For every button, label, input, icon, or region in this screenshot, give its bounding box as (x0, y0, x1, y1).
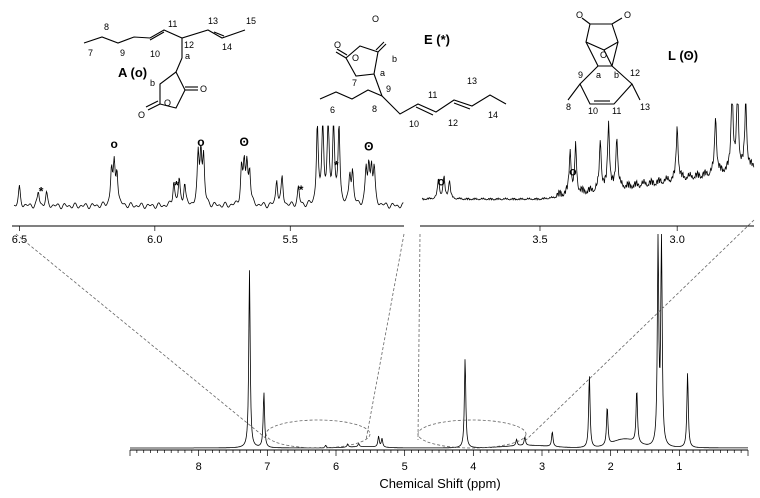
atom-label: O (352, 53, 359, 63)
x-axis-title: Chemical Shift (ppm) (379, 476, 500, 491)
inset-left-tick-label: 6.0 (147, 234, 162, 246)
atom-label: 13 (640, 102, 650, 112)
inset-right-spectrum (421, 103, 755, 201)
inset-left-peak-marker: * (39, 184, 44, 198)
structure-L-labels: 8 9 10 11 12 13 a b O O O L (ʘ) (566, 10, 698, 116)
atom-label: O (200, 84, 207, 94)
atom-label: a (380, 68, 385, 78)
zoom-region-left (265, 419, 371, 449)
atom-label: b (392, 54, 397, 64)
inset-left-peak-marker: ʘ (240, 135, 249, 149)
main-x-tick-label: 4 (470, 461, 476, 473)
atom-label: 10 (150, 49, 160, 59)
inset-left-spectrum (13, 125, 404, 210)
atom-label: 11 (168, 19, 177, 29)
atom-label: 13 (208, 16, 218, 26)
atom-label: 12 (448, 118, 458, 128)
main-x-tick-label: 6 (333, 461, 339, 473)
atom-label: O (576, 10, 583, 20)
inset-right-tick-label: 3.0 (670, 234, 685, 246)
atom-label: O (334, 40, 341, 50)
main-spectrum: 8 7 6 5 4 3 2 1 Chemical Shift (ppm) (15, 219, 755, 491)
zoom-connector (525, 219, 755, 441)
atom-label: 9 (120, 48, 125, 58)
compound-label-A: A (o) (118, 65, 147, 80)
atom-label: 10 (409, 119, 419, 129)
atom-label: a (185, 51, 190, 61)
atom-label: O (372, 14, 379, 24)
structure-A (83, 29, 246, 111)
atom-label: 9 (386, 84, 391, 94)
main-spectrum-line (130, 233, 748, 449)
main-x-tick-label: 5 (402, 461, 408, 473)
inset-left-peak-marker: ʘ (364, 139, 373, 153)
zoom-connector (417, 233, 421, 441)
atom-label: 8 (104, 22, 109, 32)
inset-left: 6.5 6.0 5.5 * o * o ʘ * * ʘ (12, 125, 404, 246)
atom-label: 6 (330, 105, 335, 115)
zoom-connector (15, 233, 269, 441)
main-x-tick-label: 7 (264, 461, 270, 473)
inset-left-peak-marker: o (111, 137, 118, 151)
atom-label: 8 (566, 102, 571, 112)
atom-label: O (164, 98, 171, 108)
structure-E (319, 41, 507, 116)
atom-label: 13 (467, 76, 477, 86)
atom-label: 12 (184, 40, 194, 50)
atom-label: 11 (612, 106, 621, 116)
main-x-tick-label: 2 (608, 461, 614, 473)
atom-label: 9 (578, 70, 583, 80)
atom-label: 10 (588, 106, 598, 116)
atom-label: 14 (222, 42, 232, 52)
inset-right-peak-marker: o (438, 175, 445, 189)
atom-label: 7 (352, 78, 357, 88)
atom-label: O (624, 10, 631, 20)
inset-left-tick-label: 5.5 (283, 234, 298, 246)
inset-left-peak-marker: * (299, 183, 304, 197)
zoom-region-right (417, 419, 527, 449)
compound-label-E: E (*) (424, 32, 450, 47)
atom-label: b (150, 78, 155, 88)
inset-right-peak-marker: o (569, 165, 576, 179)
atom-label: b (614, 70, 619, 80)
atom-label: O (600, 50, 607, 60)
structure-E-labels: 6 7 8 9 10 11 12 13 14 a b O O O E (*) (330, 14, 498, 129)
atom-label: 12 (630, 68, 640, 78)
inset-left-peak-marker: * (174, 179, 179, 193)
atom-label: 15 (246, 16, 256, 26)
inset-right: 3.5 3.0 o o (420, 103, 755, 246)
compound-label-L: L (ʘ) (668, 48, 698, 63)
atom-label: O (138, 110, 145, 120)
main-x-tick-label: 8 (196, 461, 202, 473)
inset-left-tick-label: 6.5 (12, 234, 27, 246)
zoom-connector (365, 233, 405, 441)
inset-right-tick-label: 3.5 (532, 234, 547, 246)
structure-L (567, 17, 641, 105)
inset-left-peak-marker: o (197, 135, 204, 149)
atom-label: 8 (372, 104, 377, 114)
inset-left-peak-marker: * (334, 158, 339, 172)
atom-label: a (596, 70, 601, 80)
atom-label: 14 (488, 110, 498, 120)
structure-A-labels: 7 8 9 10 11 12 13 14 15 a b O O O A (o) (88, 16, 256, 120)
main-x-tick-label: 1 (676, 461, 682, 473)
main-x-tick-label: 3 (539, 461, 545, 473)
atom-label: 7 (88, 48, 93, 58)
atom-label: 11 (428, 90, 437, 100)
